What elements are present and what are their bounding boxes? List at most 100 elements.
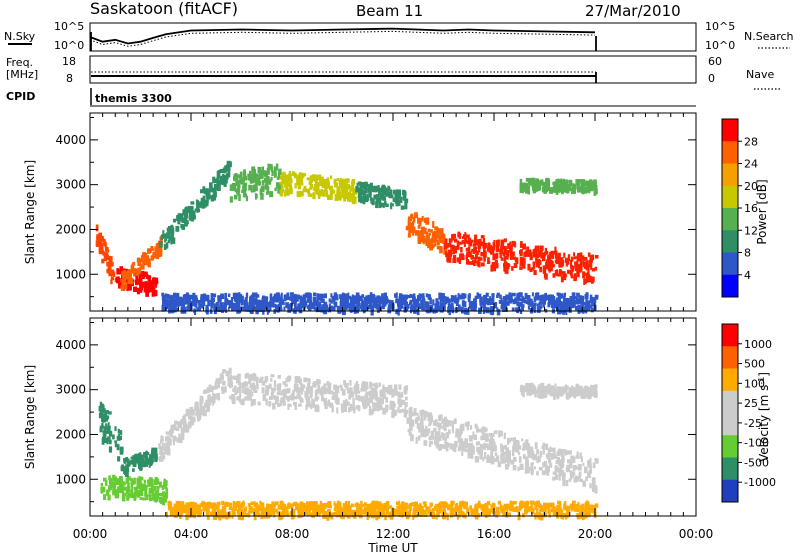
scatter-cell (250, 501, 254, 505)
scatter-cell (98, 405, 102, 412)
scatter-cell (410, 425, 413, 432)
scatter-cell (150, 457, 154, 462)
scatter-cell (196, 307, 200, 311)
scatter-cell (527, 263, 531, 271)
scatter-cell (378, 397, 382, 403)
scatter-cell (407, 428, 411, 433)
scatter-cell (547, 301, 551, 308)
scatter-cell (102, 238, 106, 242)
scatter-cell (182, 420, 185, 425)
scatter-cell (139, 288, 143, 293)
scatter-cell (293, 401, 297, 406)
scatter-cell (441, 432, 444, 438)
noise-sky-trace (89, 27, 596, 45)
scatter-cell (558, 501, 562, 507)
scatter-cell (243, 169, 246, 173)
scatter-cell (213, 303, 216, 311)
scatter-cell (378, 201, 382, 209)
scatter-cell (370, 502, 374, 509)
scatter-cell (373, 387, 378, 395)
scatter-cell (164, 303, 168, 309)
scatter-cell (185, 502, 188, 509)
y-tick-label: 4000 (55, 133, 86, 147)
scatter-cell (425, 293, 428, 298)
scatter-cell (421, 303, 425, 308)
scatter-cell (117, 456, 121, 462)
scatter-cell (433, 233, 438, 239)
scatter-cell (395, 189, 399, 194)
scatter-cell (457, 434, 461, 441)
scatter-cell (450, 302, 454, 308)
scatter-cell (403, 505, 408, 513)
scatter-cell (110, 279, 113, 285)
scatter-cell (378, 501, 382, 505)
scatter-cell (434, 226, 438, 231)
scatter-cell (556, 393, 560, 400)
scatter-cell (352, 402, 355, 408)
scatter-cell (390, 401, 394, 406)
scatter-cell (264, 170, 268, 177)
scatter-cell (432, 420, 436, 426)
scatter-cell (144, 281, 148, 287)
scatter-cell (253, 501, 256, 508)
scatter-cell (454, 440, 458, 448)
scatter-cell (404, 387, 408, 395)
scatter-cell (137, 458, 141, 462)
scatter-cell (285, 506, 288, 512)
scatter-cell (301, 384, 306, 389)
scatter-cell (531, 451, 535, 457)
scatter-cell (562, 271, 566, 278)
scatter-cell (362, 404, 367, 410)
scatter-cell (493, 430, 497, 434)
scatter-cell (373, 194, 377, 200)
scatter-cell (244, 193, 248, 198)
scatter-cell (304, 293, 309, 298)
scatter-cell (253, 297, 257, 304)
scatter-cell (423, 510, 427, 516)
scatter-cell (329, 390, 333, 395)
scatter-cell (275, 293, 280, 300)
scatter-cell (533, 269, 537, 276)
scatter-cell (346, 195, 349, 202)
scatter-cell (398, 293, 403, 297)
scatter-cell (221, 174, 226, 178)
scatter-cell (311, 403, 316, 408)
scatter-cell (103, 426, 107, 432)
scatter-cell (548, 298, 551, 304)
scatter-cell (475, 511, 479, 519)
scatter-cell (116, 444, 120, 451)
scatter-cell (184, 509, 188, 514)
scatter-cell (319, 181, 323, 186)
scatter-cell (186, 293, 190, 300)
scatter-cell (392, 511, 396, 515)
scatter-cell (500, 452, 505, 456)
scatter-cell (221, 500, 225, 505)
scatter-cell (494, 458, 497, 462)
scatter-cell (354, 383, 357, 387)
scatter-cell (106, 261, 110, 267)
scatter-cell (382, 384, 385, 389)
scatter-cell (323, 303, 326, 309)
scatter-cell (210, 512, 213, 517)
scatter-cell (480, 450, 483, 455)
scatter-cell (170, 236, 173, 240)
scatter-cell (414, 308, 419, 312)
scatter-cell (98, 246, 102, 254)
scatter-cell (499, 294, 502, 299)
scatter-cell (535, 257, 538, 264)
scatter-cell (417, 415, 420, 421)
scatter-cell (227, 376, 231, 383)
scatter-cell (551, 263, 555, 268)
scatter-cell (573, 256, 577, 260)
scatter-cell (423, 415, 427, 421)
scatter-cell (277, 172, 281, 179)
scatter-cell (197, 415, 201, 420)
scatter-cell (512, 465, 517, 471)
colorbar-tick-label: 12 (744, 224, 758, 237)
scatter-cell (447, 249, 452, 254)
scatter-cell (405, 502, 408, 509)
scatter-cell (523, 501, 526, 505)
scatter-cell (575, 455, 580, 459)
scatter-cell (573, 276, 577, 280)
scatter-cell (372, 294, 375, 299)
